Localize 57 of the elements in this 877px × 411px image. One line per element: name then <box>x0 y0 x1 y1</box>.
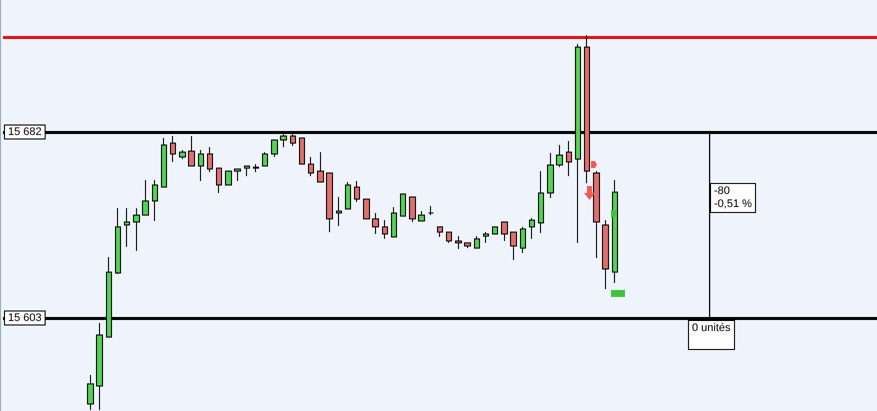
candlestick <box>262 152 268 166</box>
candlestick <box>96 322 103 411</box>
candlestick <box>234 168 241 182</box>
candlestick <box>391 206 397 238</box>
candlestick <box>483 232 489 244</box>
candlestick <box>538 170 544 234</box>
candlestick <box>170 136 176 162</box>
candlestick <box>124 208 130 248</box>
candlestick <box>345 181 351 210</box>
candlestick <box>501 221 508 242</box>
candlestick <box>354 180 360 202</box>
candlestick <box>161 137 167 188</box>
candlestick <box>271 140 278 158</box>
candlestick <box>179 149 186 160</box>
candlestick <box>317 152 324 182</box>
candlestick <box>299 137 305 165</box>
candlestick <box>418 210 425 222</box>
candlestick <box>253 164 259 173</box>
y-tick-label: 15 682 <box>8 126 42 138</box>
candlestick <box>336 196 342 226</box>
candlestick <box>510 232 517 261</box>
candlestick <box>409 196 416 222</box>
candlestick <box>474 236 480 249</box>
annotation: -0,51 % <box>714 198 752 212</box>
candlestick <box>428 205 434 216</box>
candlestick <box>455 236 462 250</box>
candlestick <box>152 180 158 222</box>
candlestick <box>566 140 572 177</box>
candlestick <box>520 226 526 254</box>
candlestick <box>225 170 232 186</box>
candlestick <box>363 198 370 220</box>
candlestick <box>593 170 600 258</box>
candlestick <box>133 208 140 252</box>
candlestick <box>464 242 471 249</box>
candlestick <box>437 226 443 238</box>
candlestick <box>382 220 388 240</box>
candlestick <box>492 226 498 234</box>
candlestick <box>115 208 121 274</box>
candlestick <box>602 220 609 290</box>
candlestick <box>556 144 563 168</box>
candlestick <box>216 168 222 194</box>
candlestick <box>142 180 149 216</box>
annotation: -80 <box>714 185 731 198</box>
candlestick <box>372 212 379 234</box>
candlestick <box>87 374 94 411</box>
candlestick <box>188 136 195 166</box>
annotation: 0 unités <box>688 320 735 350</box>
candlestick <box>547 152 554 198</box>
y-tick-label: 15 603 <box>8 312 42 324</box>
candlestick <box>529 217 535 240</box>
candlestick <box>207 146 213 173</box>
candlestick <box>400 193 406 217</box>
candlestick <box>326 172 333 233</box>
candlestick <box>308 156 314 177</box>
candlestick <box>244 165 250 177</box>
candlestick <box>446 232 452 244</box>
candlestick <box>198 149 204 182</box>
